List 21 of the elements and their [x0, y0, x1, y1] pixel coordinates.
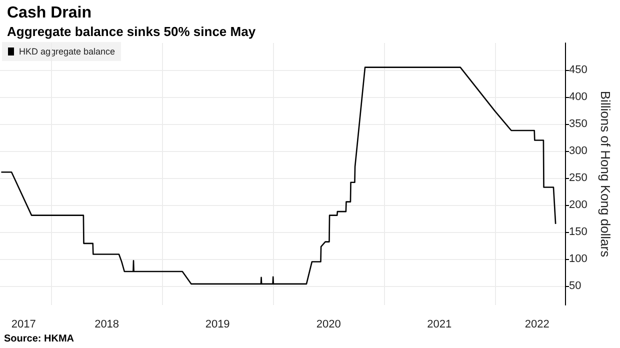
- x-tick-label: 2017: [11, 318, 36, 330]
- x-tick-label: 2022: [524, 318, 550, 330]
- legend-label: HKD aggregate balance: [19, 46, 116, 56]
- source-note: Source: HKMA: [4, 334, 74, 344]
- y-tick-label: 350: [569, 118, 588, 130]
- x-tick-label: 2020: [316, 318, 341, 330]
- y-tick-label: 100: [569, 253, 588, 266]
- y-axis-title: Billions of Hong Kong dollars: [598, 90, 613, 258]
- chart-subtitle: Aggregate balance sinks 50% since May: [7, 24, 256, 39]
- y-tick-label: 150: [569, 226, 588, 238]
- y-tick-label: 450: [569, 64, 588, 76]
- y-tick-label: 300: [569, 145, 588, 158]
- y-tick-label: 200: [569, 199, 588, 212]
- x-tick-label: 2019: [205, 318, 230, 330]
- y-tick-label: 250: [569, 172, 588, 184]
- chart-title: Cash Drain: [7, 4, 92, 22]
- y-tick-label: 50: [569, 280, 582, 292]
- y-tick-label: 400: [569, 91, 588, 104]
- line-series: [0, 66, 556, 285]
- x-tick-label: 2018: [94, 318, 120, 330]
- x-tick-label: 2021: [427, 318, 452, 330]
